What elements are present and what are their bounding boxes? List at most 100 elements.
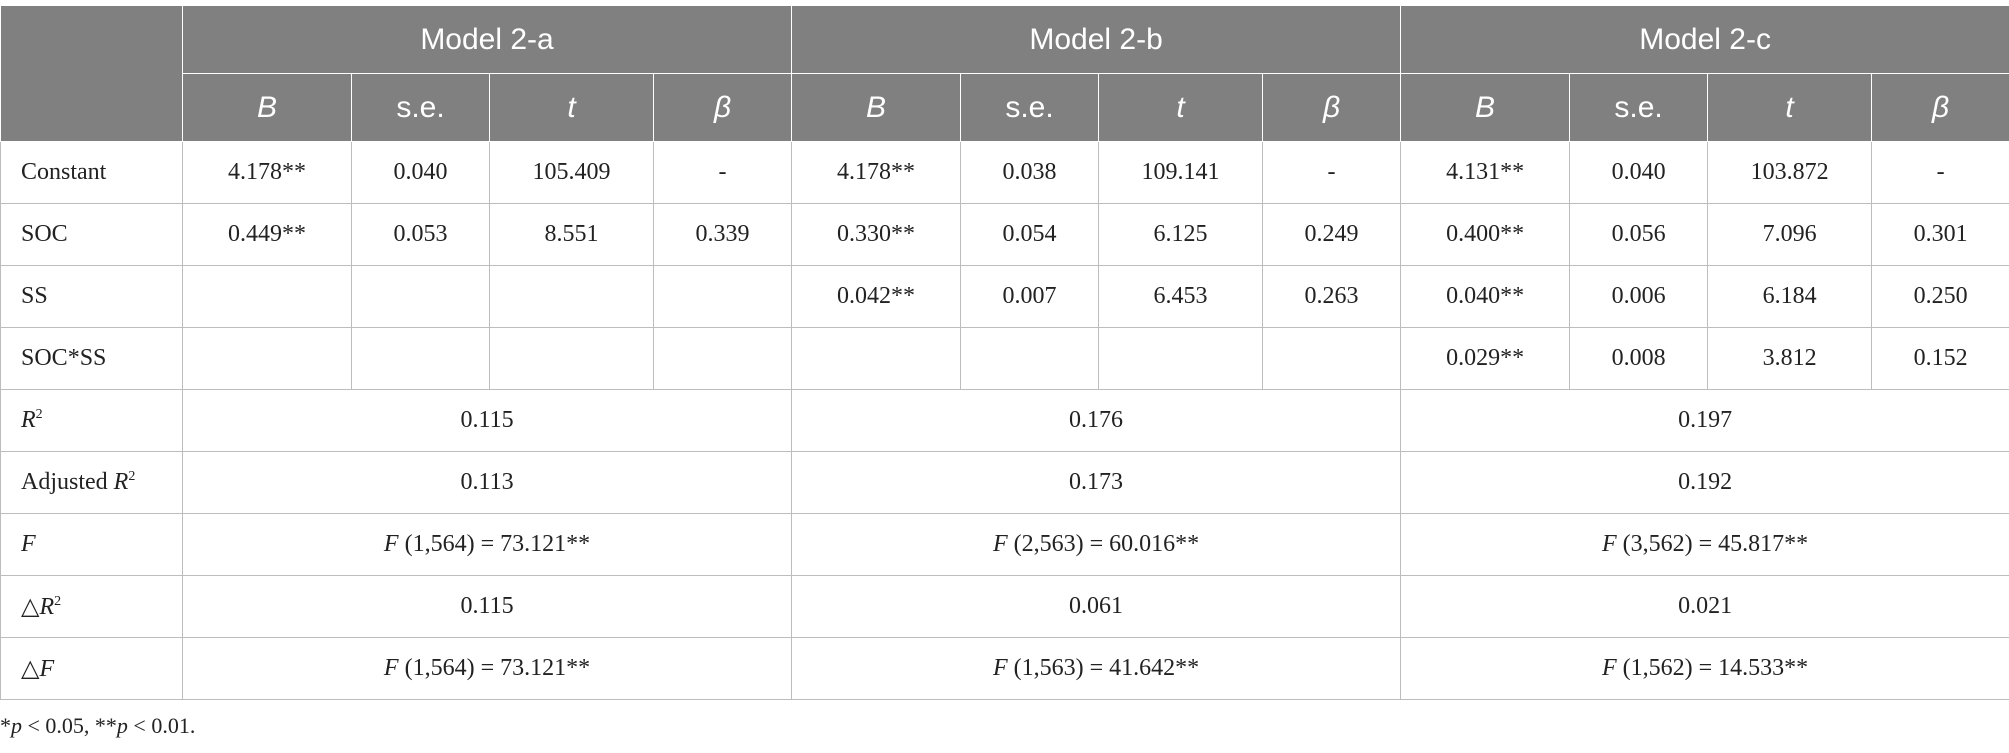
value-cell: 0.007 [960, 265, 1100, 328]
summary-cell: F (1,564) = 73.121** [181, 637, 793, 700]
empty-cell [182, 265, 352, 328]
summary-cell: F (3,562) = 45.817** [1400, 513, 2009, 576]
value-cell: 7.096 [1707, 203, 1873, 266]
row-label: △F [0, 637, 183, 700]
text-segment: F [383, 531, 399, 557]
value-cell: 0.040** [1400, 265, 1571, 328]
value-cell: 6.184 [1707, 265, 1873, 328]
value-cell: 0.040 [351, 141, 490, 204]
text-segment: R [113, 469, 129, 495]
value-cell: 6.453 [1098, 265, 1264, 328]
summary-row: △R2 0.115 0.061 0.021 [0, 575, 2009, 638]
value-cell: 0.263 [1262, 265, 1402, 328]
value-cell: 0.400** [1400, 203, 1571, 266]
empty-cell [652, 265, 793, 328]
text-segment: 0.173 [1069, 469, 1124, 495]
text-segment: R [39, 594, 55, 620]
value-cell: - [1262, 141, 1402, 204]
text-segment: 0.021 [1678, 593, 1733, 619]
summary-cell: 0.113 [181, 451, 793, 514]
value-cell: 0.008 [1569, 327, 1709, 390]
summary-cell: 0.115 [181, 575, 793, 638]
empty-cell [489, 265, 654, 328]
row-label: Constant [0, 141, 183, 204]
column-header: s.e. [1569, 73, 1709, 142]
value-cell: 0.038 [960, 141, 1100, 204]
column-header: t [1707, 73, 1873, 142]
text-segment: 0.115 [460, 593, 514, 619]
value-cell: 0.040 [1569, 141, 1709, 204]
value-cell: 3.812 [1707, 327, 1873, 390]
empty-cell [1262, 327, 1402, 390]
text-segment: p [11, 713, 22, 738]
value-cell: 0.152 [1871, 327, 2009, 390]
column-header: t [489, 73, 654, 142]
value-cell: 0.056 [1569, 203, 1709, 266]
text-segment: F [39, 656, 55, 682]
row-label: F [0, 513, 183, 576]
value-cell: 0.249 [1262, 203, 1402, 266]
value-cell: 8.551 [489, 203, 654, 266]
column-header: B [791, 73, 962, 142]
summary-cell: F (1,562) = 14.533** [1400, 637, 2009, 700]
text-segment: (1,562) = 14.533** [1616, 655, 1809, 681]
superscript: 2 [35, 407, 43, 422]
data-row: Constant 4.178** 0.040 105.409-4.178** 0.038… [0, 141, 2009, 204]
data-row: SS 0.042** 0.007 6.453 0.263 0.040** 0.006 6.18… [0, 265, 2009, 328]
summary-cell: 0.192 [1400, 451, 2009, 514]
text-segment: △ [21, 656, 40, 682]
text-segment: < 0.05, ** [22, 713, 117, 738]
column-header: t [1098, 73, 1264, 142]
empty-cell [489, 327, 654, 390]
value-cell: 0.339 [652, 203, 793, 266]
text-segment: * [0, 713, 11, 738]
text-segment: < 0.01. [127, 713, 196, 738]
value-cell: 0.054 [960, 203, 1100, 266]
row-label: SS [0, 265, 183, 328]
value-cell: 4.178** [791, 141, 962, 204]
summary-cell: 0.021 [1400, 575, 2009, 638]
text-segment: (3,562) = 45.817** [1616, 531, 1809, 557]
value-cell: 0.301 [1871, 203, 2009, 266]
summary-row: Adjusted R2 0.113 0.173 0.192 [0, 451, 2009, 514]
value-cell: 4.131** [1400, 141, 1571, 204]
summary-cell: F (1,563) = 41.642** [791, 637, 1402, 700]
value-cell: 0.042** [791, 265, 962, 328]
text-segment: F [992, 531, 1008, 557]
empty-cell [960, 327, 1100, 390]
text-segment: (1,563) = 41.642** [1007, 655, 1200, 681]
value-cell: 109.141 [1098, 141, 1264, 204]
value-cell: 103.872 [1707, 141, 1873, 204]
group-header: Model 2-b [791, 5, 1402, 74]
row-label: △R2 [0, 575, 183, 638]
value-cell: 6.125 [1098, 203, 1264, 266]
empty-cell [652, 327, 793, 390]
text-segment: F [1601, 655, 1617, 681]
text-segment: 0.061 [1069, 593, 1124, 619]
value-cell: 0.053 [351, 203, 490, 266]
footnote: *p < 0.05, **p < 0.01. [0, 713, 195, 739]
text-segment: F [992, 655, 1008, 681]
text-segment: (2,563) = 60.016** [1007, 531, 1200, 557]
text-segment: (1,564) = 73.121** [398, 655, 591, 681]
value-cell: 4.178** [182, 141, 352, 204]
text-segment: (1,564) = 73.121** [398, 531, 591, 557]
summary-cell: 0.115 [181, 389, 793, 452]
header-row: Model 2-a Model 2-b Model 2-c [0, 5, 2009, 142]
row-label: SOC [0, 203, 183, 266]
empty-cell [351, 327, 490, 390]
data-row: SOC*SS 0.029** 0.008 3.812 0.152 [0, 327, 2009, 390]
text-segment: 0.115 [460, 407, 514, 433]
row-label: SOC*SS [0, 327, 183, 390]
value-cell: 0.449** [182, 203, 352, 266]
value-cell: 0.250 [1871, 265, 2009, 328]
text-segment: p [116, 713, 128, 738]
empty-cell [182, 327, 352, 390]
group-header: Model 2-a [181, 5, 793, 74]
summary-row: △F F (1,564) = 73.121** F (1,563) = 41.642… [0, 637, 2009, 700]
text-segment: Adjusted [21, 469, 114, 495]
column-header: β [652, 73, 793, 142]
row-label: Adjusted R2 [0, 451, 183, 514]
